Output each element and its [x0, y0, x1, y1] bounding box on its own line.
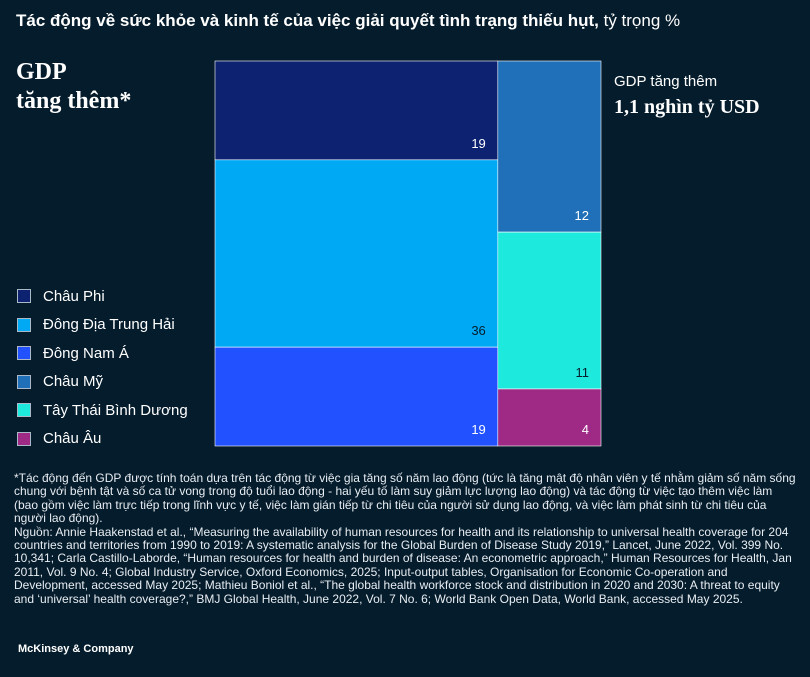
segment-chau-au — [497, 388, 602, 447]
right-heading-value: 1,1 nghìn tỷ USD — [614, 96, 760, 118]
sources: Nguồn: Annie Haakenstad et al., “Measuri… — [14, 524, 792, 606]
chart-title-main: Tác động về sức khỏe và kinh tế của việc… — [16, 11, 599, 30]
legend-swatch — [17, 374, 31, 389]
legend-item-chau-au: Châu Âu — [17, 425, 188, 454]
legend-label: Châu Phi — [43, 287, 105, 305]
data-label-dong-dia-trung-hai: 36 — [471, 323, 485, 338]
segment-dong-nam-a — [214, 346, 499, 447]
legend-label: Châu Âu — [43, 430, 102, 448]
right-heading: GDP tăng thêm 1,1 nghìn tỷ USD — [614, 72, 760, 120]
data-label-chau-my: 12 — [575, 208, 589, 223]
legend-label: Tây Thái Bình Dương — [43, 401, 188, 419]
segment-chau-phi — [214, 60, 499, 161]
legend-swatch — [17, 431, 31, 446]
legend: Châu Phi Đông Địa Trung Hải Đông Nam Á C… — [17, 282, 188, 453]
legend-item-chau-phi: Châu Phi — [17, 282, 188, 311]
left-heading-line-1: GDP — [16, 59, 67, 85]
data-label-dong-nam-a: 19 — [471, 422, 485, 437]
legend-item-tay-thai-binh-duong: Tây Thái Bình Dương — [17, 396, 188, 425]
legend-swatch — [17, 403, 31, 418]
segment-chau-my — [497, 60, 602, 233]
data-label-chau-phi: 19 — [471, 136, 485, 151]
data-label-tay-thai-binh-duong: 11 — [576, 365, 590, 380]
legend-swatch — [17, 346, 31, 361]
left-heading-line-2: tăng thêm* — [16, 88, 132, 114]
chart-title: Tác động về sức khỏe và kinh tế của việc… — [16, 10, 796, 32]
legend-item-dong-nam-a: Đông Nam Á — [17, 339, 188, 368]
legend-label: Đông Địa Trung Hải — [43, 316, 175, 334]
legend-swatch — [17, 289, 31, 304]
legend-item-dong-dia-trung-hai: Đông Địa Trung Hải — [17, 311, 188, 340]
footnote: *Tác động đến GDP được tính toán dựa trê… — [14, 471, 796, 526]
legend-label: Châu Mỹ — [43, 373, 104, 391]
notes: *Tác động đến GDP được tính toán dựa trê… — [14, 471, 796, 606]
right-heading-sub: GDP tăng thêm — [614, 73, 718, 90]
left-heading: GDP tăng thêm* — [16, 58, 131, 116]
data-label-chau-au: 4 — [582, 422, 589, 437]
legend-swatch — [17, 317, 31, 332]
chart-title-unit: tỷ trọng % — [598, 11, 681, 30]
legend-item-chau-my: Châu Mỹ — [17, 368, 188, 397]
segment-tay-thai-binh-duong — [497, 231, 602, 390]
publisher-credit: McKinsey & Company — [18, 643, 134, 655]
segment-dong-dia-trung-hai — [214, 159, 499, 348]
legend-label: Đông Nam Á — [43, 344, 129, 362]
